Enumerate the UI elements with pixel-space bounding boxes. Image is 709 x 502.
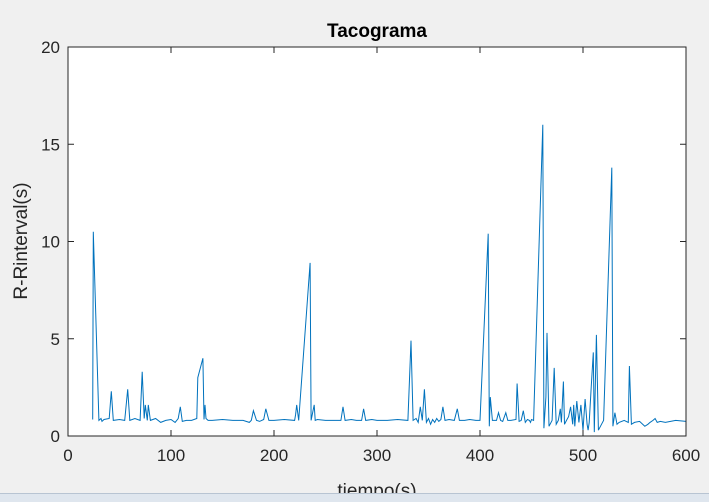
y-axis-label: R-Rinterval(s) [11, 182, 32, 299]
window-bottom-bar [0, 493, 709, 502]
y-tick-label: 5 [51, 330, 60, 349]
series-line [92, 124, 687, 433]
y-tick-label: 15 [41, 135, 60, 154]
x-tick-label: 200 [260, 446, 288, 465]
x-axis-ticks: 0 100 200 300 400 500 600 [63, 47, 700, 465]
x-tick-label: 300 [363, 446, 391, 465]
x-tick-label: 400 [466, 446, 494, 465]
y-tick-label: 20 [41, 38, 60, 57]
chart-title: Tacograma [327, 21, 427, 42]
plot-area [68, 47, 686, 436]
x-tick-label: 100 [157, 446, 185, 465]
y-axis-ticks: 0 5 10 15 20 [41, 38, 686, 446]
x-tick-label: 0 [63, 446, 72, 465]
x-tick-label: 500 [569, 446, 597, 465]
y-tick-label: 0 [51, 427, 60, 446]
x-tick-label: 600 [672, 446, 700, 465]
y-tick-label: 10 [41, 233, 60, 252]
